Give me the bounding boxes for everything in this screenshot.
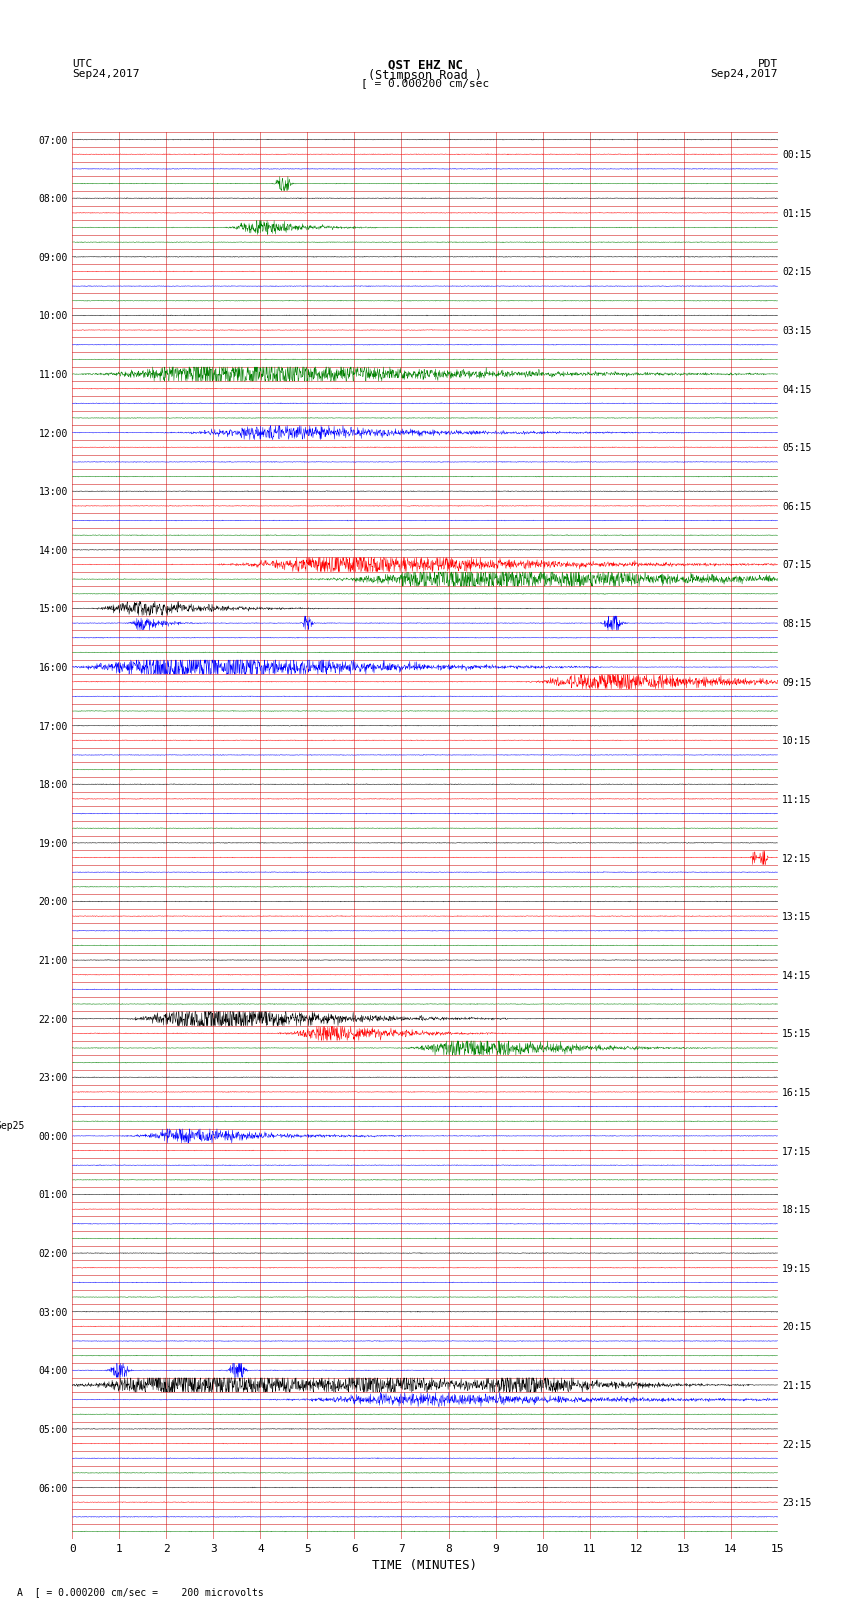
Text: UTC: UTC bbox=[72, 58, 93, 69]
Text: Sep24,2017: Sep24,2017 bbox=[72, 69, 139, 79]
Text: Sep25: Sep25 bbox=[0, 1121, 26, 1131]
Text: [ = 0.000200 cm/sec: [ = 0.000200 cm/sec bbox=[361, 77, 489, 89]
Text: (Stimpson Road ): (Stimpson Road ) bbox=[368, 69, 482, 82]
X-axis label: TIME (MINUTES): TIME (MINUTES) bbox=[372, 1560, 478, 1573]
Text: A  [ = 0.000200 cm/sec =    200 microvolts: A [ = 0.000200 cm/sec = 200 microvolts bbox=[17, 1587, 264, 1597]
Text: Sep24,2017: Sep24,2017 bbox=[711, 69, 778, 79]
Text: OST EHZ NC: OST EHZ NC bbox=[388, 58, 462, 73]
Text: PDT: PDT bbox=[757, 58, 778, 69]
